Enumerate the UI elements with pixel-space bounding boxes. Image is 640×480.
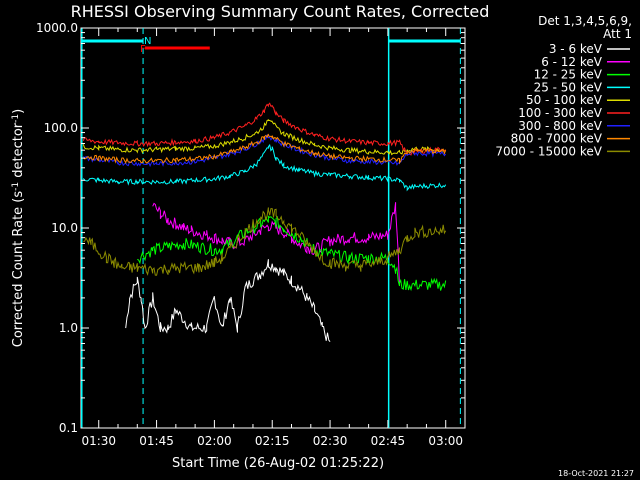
legend-entry-label: 7000 - 15000 keV [495, 144, 602, 158]
legend-entry-label: 6 - 12 keV [541, 55, 603, 69]
series-line-7 [82, 133, 447, 165]
x-tick-label: 02:45 [371, 434, 406, 448]
y-axis-label: Corrected Count Rate (s-1 detector-1) [11, 109, 26, 347]
y-label-end: ) [11, 109, 26, 114]
x-tick-label: 03:00 [428, 434, 463, 448]
y-tick-label: 1000.0 [36, 21, 78, 35]
flag-f-label: F [140, 44, 146, 55]
series-line-5 [82, 102, 447, 156]
x-tick-label: 02:15 [255, 434, 290, 448]
series-line-6 [82, 133, 447, 168]
legend-entry-label: 800 - 7000 keV [511, 132, 603, 146]
y-tick-label: 100.0 [44, 121, 78, 135]
legend-entry-label: 3 - 6 keV [549, 42, 603, 56]
series-line-3 [82, 143, 447, 192]
y-tick-label: 1.0 [59, 321, 78, 335]
y-label-mid: detector [11, 122, 26, 182]
x-axis-ticks: 01:30 01:45 02:00 02:15 02:30 02:45 03:00 [81, 28, 463, 448]
x-tick-label: 02:00 [197, 434, 232, 448]
footer-date: 18-Oct-2021 21:27 [558, 469, 634, 478]
x-tick-label: 01:30 [81, 434, 116, 448]
legend-header-2: Att 1 [603, 27, 632, 41]
legend-entry-label: 25 - 50 keV [534, 80, 603, 94]
legend-header-1: Det 1,3,4,5,6,9, [538, 14, 632, 28]
legend-entry-label: 50 - 100 keV [526, 93, 603, 107]
legend-entry-label: 12 - 25 keV [534, 68, 603, 82]
series-line-4 [82, 119, 446, 156]
series-lines [82, 102, 447, 343]
y-label-sup2: -1 [11, 114, 21, 123]
series-line-1 [152, 202, 400, 286]
y-label-sup1: -1 [11, 182, 21, 191]
series-line-0 [125, 259, 331, 343]
legend-entry-label: 100 - 300 keV [518, 106, 602, 120]
y-axis-ticks: 0.1 1.0 10.0 100.0 1000.0 [36, 21, 465, 435]
y-tick-label: 0.1 [59, 421, 78, 435]
x-axis-label: Start Time (26-Aug-02 01:25:22) [172, 456, 384, 471]
y-tick-label: 10.0 [51, 221, 78, 235]
flag-n-label: N [144, 36, 151, 47]
chart-title: RHESSI Observing Summary Count Rates, Co… [71, 2, 490, 21]
x-tick-label: 01:45 [139, 434, 174, 448]
series-line-8 [83, 207, 447, 276]
coverage-bars [81, 28, 461, 428]
legend-entry-label: 300 - 800 keV [518, 119, 602, 133]
x-tick-label: 02:30 [313, 434, 348, 448]
series-line-2 [137, 215, 447, 292]
plot-frame [80, 27, 466, 429]
y-label-main: Corrected Count Rate (s [11, 191, 26, 348]
